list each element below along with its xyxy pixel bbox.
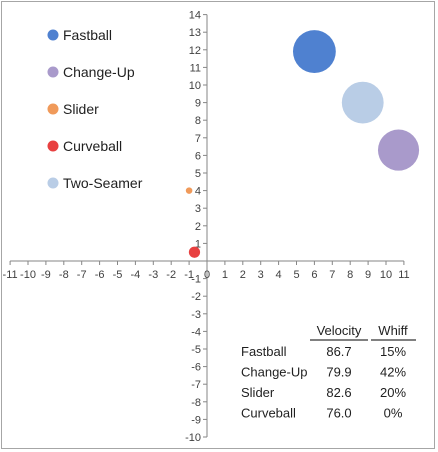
legend-label: Fastball xyxy=(63,27,112,43)
y-tick-label: 13 xyxy=(189,27,201,39)
table-cell: 0% xyxy=(384,406,403,421)
x-tick-label: 10 xyxy=(380,269,392,281)
y-tick-label: 11 xyxy=(190,62,201,74)
x-tick-label: -11 xyxy=(3,269,18,281)
table-cell: 42% xyxy=(380,365,406,380)
x-tick-label: -9 xyxy=(41,269,51,281)
y-tick-label: -3 xyxy=(191,309,201,321)
bubbles xyxy=(185,30,420,258)
y-tick-label: -10 xyxy=(185,432,201,444)
y-tick-label: 7 xyxy=(195,133,201,145)
table-cell: 15% xyxy=(380,344,406,359)
table-cell: 82.6 xyxy=(326,385,351,400)
x-tick-label: -2 xyxy=(166,269,176,281)
y-tick-label: 5 xyxy=(195,168,201,180)
x-tick-label: -10 xyxy=(20,269,36,281)
table-cell: Change-Up xyxy=(241,365,308,380)
legend-label: Two-Seamer xyxy=(63,175,143,191)
table-cell: Curveball xyxy=(241,406,296,421)
x-tick-label: -6 xyxy=(95,269,105,281)
x-tick-label: 8 xyxy=(347,269,353,281)
x-tick-label: -5 xyxy=(113,269,123,281)
bubble-curveball xyxy=(188,246,201,258)
bubble-fastball xyxy=(292,30,336,73)
legend-marker xyxy=(47,66,59,78)
y-tick-label: -9 xyxy=(191,414,201,426)
table-header: Velocity xyxy=(317,323,362,338)
pitch-table: Velocity Whiff Fastball 86.7 15% Change-Up 79.… xyxy=(241,323,416,421)
x-tick-label: 7 xyxy=(329,269,335,281)
table-cell: 79.9 xyxy=(326,365,351,380)
y-tick-label: -8 xyxy=(191,397,201,409)
table-cell: Slider xyxy=(241,385,275,400)
x-tick-label: 3 xyxy=(258,269,264,281)
y-tick-label: -6 xyxy=(191,362,201,374)
legend-marker xyxy=(47,140,59,152)
y-tick-label: 12 xyxy=(189,45,201,57)
axes: -11 -10 -9 -8 -7 -6 -5 -4 -3 -2 -1 0 1 2 3 4 5 6 7 8 9 10 11-1… xyxy=(3,10,410,444)
y-tick-label: 10 xyxy=(189,80,201,92)
x-tick-label: 6 xyxy=(311,269,317,281)
x-tick-label: -1 xyxy=(184,269,194,281)
table-cell: Fastball xyxy=(241,344,287,359)
legend: Fastball Change-Up Slider Curveball Two-Seam… xyxy=(47,27,143,191)
y-tick-label: 2 xyxy=(195,221,201,233)
x-tick-label: 2 xyxy=(240,269,246,281)
y-tick-label: 6 xyxy=(195,150,201,162)
bubble-change-up xyxy=(377,129,420,171)
y-tick-label: -7 xyxy=(191,379,201,391)
x-tick-label: -4 xyxy=(131,269,141,281)
x-tick-label: 4 xyxy=(276,269,282,281)
y-tick-label: 14 xyxy=(189,10,201,22)
y-tick-label: -2 xyxy=(191,291,201,303)
x-tick-label: 5 xyxy=(293,269,299,281)
table-cell: 76.0 xyxy=(326,406,351,421)
legend-label: Change-Up xyxy=(63,64,135,80)
x-tick-label: 9 xyxy=(365,269,371,281)
x-tick-label: -7 xyxy=(77,269,87,281)
y-tick-label: -1 xyxy=(191,274,201,286)
bubble-slider xyxy=(185,187,193,194)
legend-marker xyxy=(47,29,59,41)
x-tick-label: 0 xyxy=(204,269,210,281)
legend-label: Slider xyxy=(63,101,99,117)
y-tick-label: 1 xyxy=(195,238,201,250)
y-tick-label: -5 xyxy=(191,344,201,356)
bubble-two-seamer xyxy=(341,81,384,124)
table-header: Whiff xyxy=(378,323,408,338)
x-tick-label: 11 xyxy=(398,269,409,281)
x-tick-label: -8 xyxy=(59,269,69,281)
y-tick-label: 3 xyxy=(195,203,201,215)
x-tick-label: 1 xyxy=(222,269,228,281)
y-tick-label: -4 xyxy=(191,326,201,338)
x-tick-label: -3 xyxy=(148,269,158,281)
y-tick-label: 4 xyxy=(195,186,201,198)
y-tick-label: 8 xyxy=(195,115,201,127)
y-tick-label: 9 xyxy=(195,98,201,110)
legend-marker xyxy=(47,177,59,189)
legend-label: Curveball xyxy=(63,138,122,154)
legend-marker xyxy=(47,103,59,115)
table-cell: 20% xyxy=(380,385,406,400)
table-cell: 86.7 xyxy=(326,344,351,359)
